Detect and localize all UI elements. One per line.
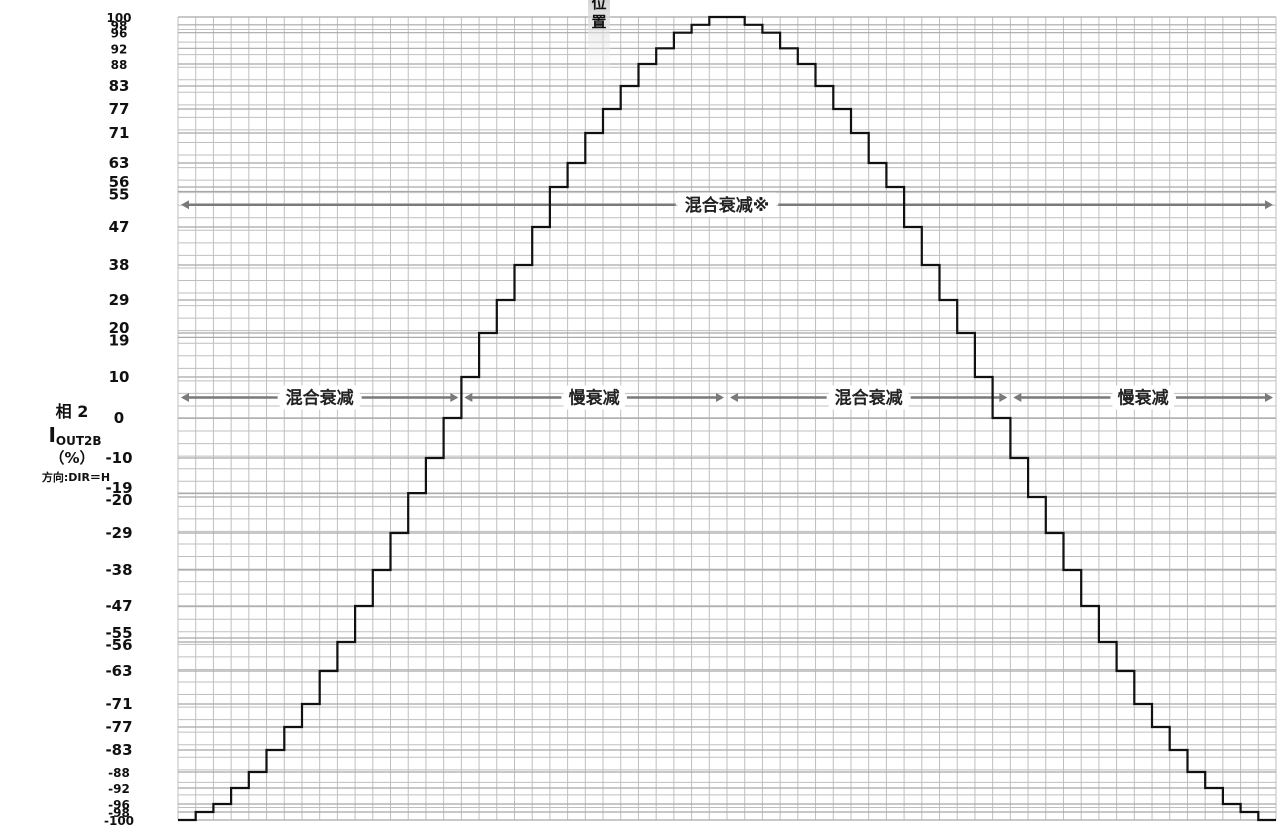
annotation-bg <box>1112 385 1174 410</box>
annotation-label: 混合衰减※ <box>685 195 770 216</box>
y-tick-label: -98 <box>108 806 130 820</box>
annotation-bg <box>828 385 909 410</box>
y-axis-ticks: 100989692888377716356554738292019100-10-… <box>104 11 134 828</box>
annotation-arrow: 慢衰减 <box>1013 385 1273 410</box>
y-tick-label: 19 <box>109 331 130 349</box>
ylabel-symbol: IOUT2B <box>48 423 101 448</box>
ylabel-line1: 相 2 <box>56 402 89 421</box>
y-tick-label: -83 <box>105 741 132 759</box>
y-tick-label: 55 <box>109 185 130 203</box>
arrowhead <box>464 393 473 402</box>
position-char-2: 置 <box>591 13 606 31</box>
y-tick-label: -29 <box>105 524 132 542</box>
arrowhead <box>999 393 1008 402</box>
y-tick-label: -38 <box>105 561 132 579</box>
position-char-1: 位 <box>591 0 606 12</box>
y-tick-label: 63 <box>109 154 130 172</box>
y-tick-label: 96 <box>111 27 128 41</box>
y-tick-label: -71 <box>105 695 132 713</box>
annotation-arrow: 混合衰减 <box>730 385 1008 410</box>
annotation-arrow: 混合衰减※ <box>181 192 1273 217</box>
position-fade-bar <box>588 0 610 90</box>
y-tick-label: -77 <box>105 718 132 736</box>
y-tick-label: 88 <box>111 58 128 72</box>
y-tick-label: -92 <box>108 782 130 796</box>
y-tick-label: -96 <box>108 798 130 812</box>
annotation-label: 混合衰减 <box>286 388 354 409</box>
arrowhead <box>730 393 738 402</box>
y-tick-label: -63 <box>105 662 132 680</box>
ylabel-unit: （%） <box>49 449 94 467</box>
ylabel-direction: 方向:DIR＝H <box>42 470 110 484</box>
annotation-arrow: 慢衰减 <box>464 385 724 410</box>
arrowhead <box>1013 393 1022 402</box>
arrowhead <box>716 393 724 402</box>
y-tick-label: -88 <box>108 766 130 780</box>
y-tick-label: 100 <box>106 11 131 25</box>
y-tick-label: 83 <box>109 77 130 95</box>
y-tick-label: -56 <box>105 636 132 654</box>
y-tick-label: -19 <box>105 479 132 497</box>
annotation-arrow: 混合衰减 <box>181 385 459 410</box>
arrowhead <box>1265 200 1273 210</box>
ylabel-subscript: OUT2B <box>56 434 102 448</box>
y-tick-label: -55 <box>105 624 132 642</box>
annotation-label: 慢衰减 <box>1118 388 1169 409</box>
arrowhead <box>181 200 189 210</box>
y-tick-label: 10 <box>109 368 130 386</box>
annotation-label: 慢衰减 <box>569 388 620 409</box>
grid <box>177 16 1277 821</box>
y-axis-label: 相 2 IOUT2B （%） 方向:DIR＝H <box>42 402 110 484</box>
y-tick-label: 92 <box>111 42 128 56</box>
annotation-bg <box>279 385 360 410</box>
y-tick-label: -100 <box>104 814 134 828</box>
y-tick-label: 71 <box>109 124 130 142</box>
y-tick-label: 47 <box>109 218 130 236</box>
annotation-bg <box>677 192 777 217</box>
arrowhead <box>1265 393 1273 402</box>
annotation-label: 混合衰减 <box>835 388 903 409</box>
y-tick-label: 29 <box>109 291 130 309</box>
y-tick-label: -10 <box>105 449 132 467</box>
y-tick-label: 20 <box>109 319 130 337</box>
y-tick-label: 77 <box>109 100 130 118</box>
ylabel-main: I <box>48 423 55 447</box>
y-tick-label: -47 <box>105 597 132 615</box>
y-tick-label: -20 <box>105 491 132 509</box>
current-step-line <box>178 15 1276 822</box>
annotation-bg <box>563 385 625 410</box>
decay-mode-annotations: 混合衰减※ 混合衰减 慢衰减 混合衰减 慢衰减 <box>181 192 1273 410</box>
y-tick-label: 56 <box>109 173 130 191</box>
arrowhead <box>450 393 459 402</box>
position-annotation: 位 置 <box>588 0 610 90</box>
y-tick-label: 0 <box>114 409 124 427</box>
arrowhead <box>181 393 189 402</box>
y-tick-label: 38 <box>109 256 130 274</box>
y-tick-label: 98 <box>111 19 128 33</box>
